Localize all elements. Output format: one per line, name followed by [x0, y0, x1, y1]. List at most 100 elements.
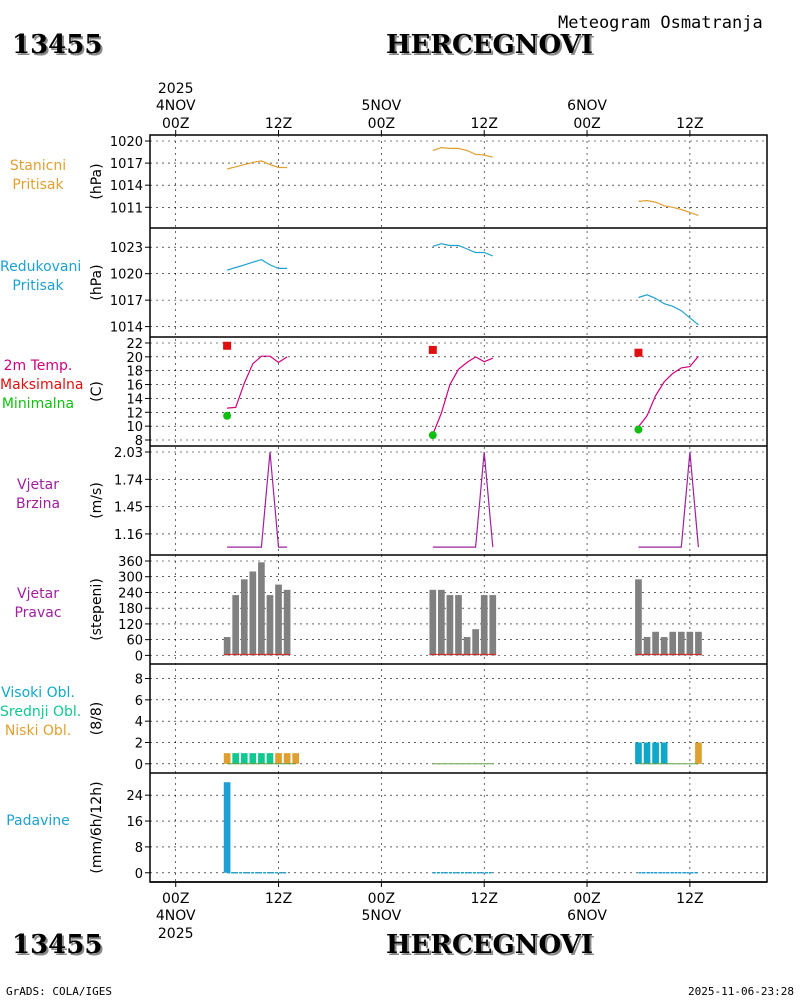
y-tick-label: 24 [126, 789, 143, 804]
wind_direction-bar [686, 631, 694, 656]
y-tick-label: 180 [118, 602, 143, 617]
y-tick-label: 8 [135, 434, 143, 449]
y-tick-label: 1020 [110, 268, 143, 283]
y-tick-label: 14 [126, 392, 143, 407]
row-label-line: Visoki Obl. [1, 685, 75, 701]
row-label-line: Srednji Obl. [0, 704, 82, 720]
unit-label: (hPa) [89, 264, 105, 300]
y-tick-label: 16 [126, 379, 143, 394]
plot-frame [149, 134, 768, 883]
wind_direction-bar [258, 562, 265, 656]
wind_direction-bar [660, 637, 668, 656]
cloud-bar [652, 742, 659, 764]
cloud-bar [223, 753, 231, 764]
y-tick-label: 1.16 [114, 528, 143, 543]
bottom-date-label: 4NOV [156, 908, 196, 924]
unit-label: (mm/6h/12h) [89, 781, 105, 873]
cloud-bar [266, 753, 274, 764]
wind_direction-bar [438, 589, 445, 656]
bottom-hour-label: 00Z [573, 891, 600, 907]
wind_direction-bar [429, 589, 437, 656]
wind_speed-series-line [432, 451, 494, 548]
reduced_pressure-series-line [638, 294, 699, 326]
reduced_pressure-series-line [226, 258, 288, 271]
y-tick-label: 60 [126, 634, 143, 649]
max-temp-marker [223, 341, 232, 350]
y-tick-label: 18 [126, 365, 143, 380]
wind_direction-bar [677, 631, 685, 656]
y-tick-label: 300 [118, 571, 143, 586]
bottom-hour-label: 12Z [265, 891, 292, 907]
row-label-line: Redukovani [0, 258, 82, 275]
row-label-wind_speed: Vjetar Brzina [0, 476, 76, 514]
top-date-label: 4NOV [156, 98, 196, 114]
y-tick-label: 0 [135, 867, 143, 882]
top-hour-label: 12Z [676, 116, 703, 132]
y-tick-label: 22 [126, 337, 143, 352]
cloud-bar [695, 742, 702, 764]
y-tick-label: 360 [118, 555, 143, 570]
wind_direction-bar [232, 595, 240, 656]
y-tick-label: 2 [135, 736, 143, 751]
unit-label: (8/8) [89, 702, 105, 735]
row-label-line: Vjetar [17, 585, 59, 602]
y-tick-label: 2.03 [114, 446, 143, 461]
cloud-bar [240, 753, 248, 764]
meteogram-subtitle: Meteogram Osmatranja [558, 13, 763, 33]
bottom-hour-label: 12Z [471, 891, 498, 907]
y-tick-label: 1017 [110, 157, 143, 172]
y-tick-label: 1.45 [114, 501, 143, 516]
cloud-bar [232, 753, 240, 764]
unit-label: (C) [89, 381, 105, 402]
row-label-line: Stanicni [9, 157, 67, 174]
row-label-wind_direction: Vjetar Pravac [0, 585, 76, 623]
min-temp-marker [428, 431, 437, 440]
row-label-line: Pritisak [12, 277, 64, 294]
wind_direction-bar [455, 595, 462, 656]
wind_direction-bar [635, 579, 642, 656]
max-temp-marker [428, 345, 437, 354]
bottom-year-label: 2025 [158, 926, 194, 942]
y-tick-label: 8 [135, 841, 143, 856]
wind_direction-bar [223, 637, 231, 656]
row-label-line: Niski Obl. [4, 723, 72, 739]
wind_direction-bar [480, 595, 488, 656]
unit-label: (stepeni) [89, 578, 105, 641]
unit-label: (m/s) [89, 482, 105, 519]
wind_direction-bar [652, 631, 659, 656]
row-label-line: Pritisak [12, 176, 64, 193]
timestamp: 2025-11-06-23:28 [688, 985, 794, 998]
wind_speed-series-line [638, 451, 699, 548]
y-tick-label: 0 [135, 758, 143, 773]
y-tick-label: 6 [135, 694, 143, 709]
cloud-bar [635, 742, 642, 764]
cloud-bar [292, 753, 300, 764]
cloud-bar [258, 753, 265, 764]
cloud-bar [283, 753, 291, 764]
cloud-bar [643, 742, 651, 764]
wind_speed-series-line [227, 451, 288, 548]
row-label-precipitation: Padavine [0, 812, 76, 831]
row-label-line: Padavine [6, 813, 70, 829]
bottom-date-label: 6NOV [567, 908, 607, 924]
unit-label: (hPa) [89, 163, 105, 199]
row-label-reduced_pressure: Redukovani Pritisak [0, 258, 82, 296]
wind_direction-bar [472, 629, 479, 656]
station-id-top: 13455 [12, 30, 103, 60]
bottom-hour-label: 00Z [368, 891, 395, 907]
min-temp-marker [634, 425, 643, 434]
reduced_pressure-series-line [432, 243, 494, 257]
station-name-bottom: HERCEGNOVI [386, 930, 593, 960]
wind_direction-bar [240, 579, 248, 656]
station-name-top: HERCEGNOVI [386, 30, 593, 60]
y-tick-label: 20 [126, 351, 143, 366]
row-label-station_pressure: Stanicni Pritisak [0, 157, 76, 195]
y-tick-label: 1.74 [114, 473, 143, 488]
temperature_2m-series-line [638, 355, 699, 428]
cloud-bar [660, 742, 668, 764]
top-hour-label: 00Z [368, 116, 395, 132]
y-tick-label: 240 [118, 586, 143, 601]
top-year-label: 2025 [158, 81, 194, 97]
y-tick-label: 10 [126, 420, 143, 435]
y-tick-label: 8 [135, 673, 143, 688]
